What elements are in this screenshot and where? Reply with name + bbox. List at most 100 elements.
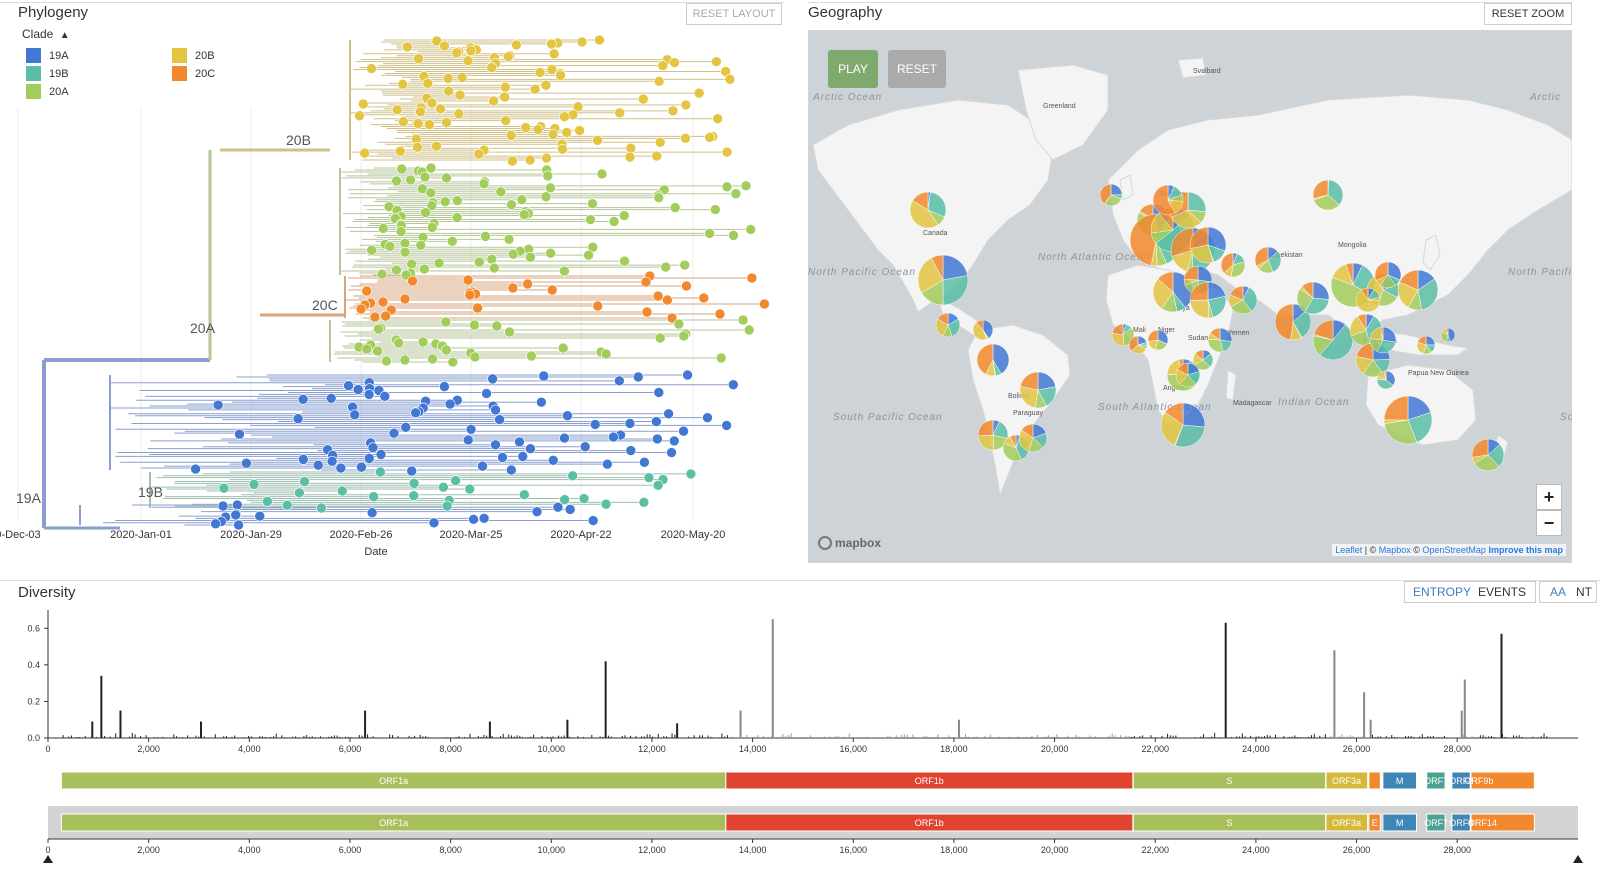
gene-block-orf8[interactable] xyxy=(1451,771,1471,790)
tip-20a[interactable] xyxy=(425,162,437,174)
location-pie[interactable] xyxy=(1189,226,1227,264)
tip-19b[interactable] xyxy=(685,468,697,480)
tip-19b[interactable] xyxy=(464,483,476,495)
tip-20b[interactable] xyxy=(505,130,517,141)
tip-20a[interactable] xyxy=(545,182,556,194)
legend-item-20a[interactable]: 20A xyxy=(26,84,69,99)
tip-20a[interactable] xyxy=(433,257,445,269)
tip-20b[interactable] xyxy=(462,55,474,66)
tip-20c[interactable] xyxy=(399,293,411,305)
map-canvas[interactable]: Arctic Ocean Arctic North Atlantic Ocean No… xyxy=(808,30,1572,563)
tip-20b[interactable] xyxy=(415,106,426,118)
tip-19a[interactable] xyxy=(625,445,637,456)
tip-20a[interactable] xyxy=(557,342,569,354)
tip-20b[interactable] xyxy=(500,81,511,93)
location-pie[interactable] xyxy=(1312,319,1354,361)
location-pie[interactable] xyxy=(1175,362,1201,388)
tip-19a[interactable] xyxy=(379,391,391,402)
location-pie[interactable] xyxy=(935,312,961,338)
location-pie[interactable] xyxy=(1128,335,1148,355)
tip-20b[interactable] xyxy=(547,129,559,140)
tip-20a[interactable] xyxy=(596,168,608,180)
tip-20a[interactable] xyxy=(395,226,407,237)
tip-20a[interactable] xyxy=(384,240,396,252)
nt-toggle[interactable]: NT xyxy=(1576,585,1592,599)
tip-19a[interactable] xyxy=(666,447,677,458)
gene-block-n[interactable] xyxy=(1470,813,1535,832)
tip-20a[interactable] xyxy=(376,268,388,280)
tip-20b[interactable] xyxy=(431,140,442,152)
location-pie[interactable] xyxy=(917,254,969,306)
tip-20c[interactable] xyxy=(714,308,726,320)
tip-19b[interactable] xyxy=(519,489,530,501)
gene-block-e[interactable] xyxy=(1368,771,1381,790)
tip-20c[interactable] xyxy=(369,311,381,323)
tip-19b[interactable] xyxy=(652,479,664,491)
tip-19a[interactable] xyxy=(494,414,505,425)
location-pie[interactable] xyxy=(1160,402,1206,448)
tip-19a[interactable] xyxy=(363,389,375,400)
tip-20c[interactable] xyxy=(641,306,653,318)
tip-19b[interactable] xyxy=(375,466,386,478)
zoom-out-button[interactable]: − xyxy=(1536,510,1562,536)
tip-20b[interactable] xyxy=(625,142,637,154)
tip-20a[interactable] xyxy=(420,207,431,218)
gene-block-n[interactable] xyxy=(1470,771,1535,790)
tip-19a[interactable] xyxy=(297,393,309,405)
tip-19a[interactable] xyxy=(356,461,367,473)
tip-20c[interactable] xyxy=(377,296,389,308)
tip-20a[interactable] xyxy=(737,314,749,326)
tip-19b[interactable] xyxy=(441,500,453,512)
tip-20b[interactable] xyxy=(398,116,409,127)
tip-20a[interactable] xyxy=(399,354,411,366)
tip-19a[interactable] xyxy=(292,413,304,424)
tip-19a[interactable] xyxy=(652,433,663,445)
tip-19a[interactable] xyxy=(428,517,440,529)
tip-20a[interactable] xyxy=(715,352,727,364)
tip-20a[interactable] xyxy=(452,195,463,207)
tip-19a[interactable] xyxy=(517,451,529,462)
location-pie[interactable] xyxy=(1296,281,1330,315)
tip-20b[interactable] xyxy=(441,117,452,128)
gene-block-orf3a[interactable] xyxy=(1325,813,1369,832)
tip-20b[interactable] xyxy=(614,107,625,119)
tip-20c[interactable] xyxy=(472,302,483,314)
tip-20a[interactable] xyxy=(377,223,389,234)
tip-19a[interactable] xyxy=(462,434,474,446)
tip-19a[interactable] xyxy=(325,392,337,404)
tip-20b[interactable] xyxy=(486,62,497,73)
tip-19a[interactable] xyxy=(525,443,536,454)
tip-20b[interactable] xyxy=(454,89,466,101)
tip-19a[interactable] xyxy=(366,507,378,518)
zoom-in-button[interactable]: + xyxy=(1536,484,1562,510)
tip-20b[interactable] xyxy=(473,148,485,160)
tip-20a[interactable] xyxy=(540,191,552,203)
tip-19a[interactable] xyxy=(335,462,347,474)
tip-20b[interactable] xyxy=(354,110,365,122)
tip-20b[interactable] xyxy=(561,127,572,138)
tip-20b[interactable] xyxy=(451,47,463,59)
tip-19a[interactable] xyxy=(490,439,501,451)
tip-20b[interactable] xyxy=(557,143,568,155)
tip-20b[interactable] xyxy=(532,124,544,135)
tip-19a[interactable] xyxy=(668,435,680,447)
legend-item-19a[interactable]: 19A xyxy=(26,48,69,63)
tip-20c[interactable] xyxy=(361,285,372,297)
tip-19b[interactable] xyxy=(450,475,461,486)
tip-19a[interactable] xyxy=(653,387,665,398)
tip-19b[interactable] xyxy=(408,490,420,502)
tip-20c[interactable] xyxy=(662,294,673,306)
tip-20a[interactable] xyxy=(406,258,418,270)
gene-block-orf8[interactable] xyxy=(1451,813,1471,832)
tip-20c[interactable] xyxy=(522,278,533,290)
tip-20b[interactable] xyxy=(357,98,369,110)
tip-19a[interactable] xyxy=(721,420,732,431)
tip-20b[interactable] xyxy=(391,104,403,116)
tip-20a[interactable] xyxy=(399,237,411,249)
events-toggle[interactable]: EVENTS xyxy=(1478,585,1527,599)
tip-20c[interactable] xyxy=(407,275,418,287)
location-pie[interactable] xyxy=(1369,326,1397,354)
tip-20b[interactable] xyxy=(669,57,680,68)
tip-19a[interactable] xyxy=(536,396,547,408)
tip-20b[interactable] xyxy=(439,40,450,52)
